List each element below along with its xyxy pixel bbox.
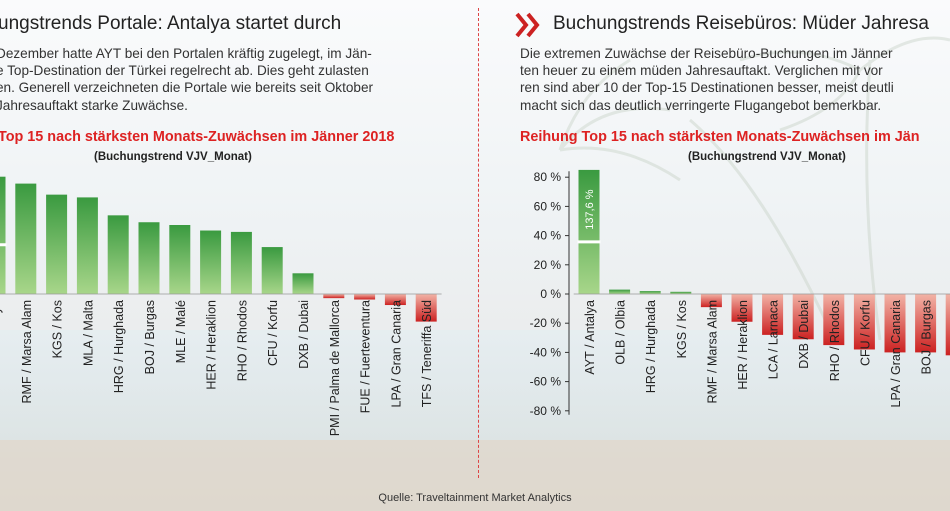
bar xyxy=(792,294,814,340)
x-category-label: CFU / Korfu xyxy=(266,300,280,366)
y-tick-label: 80 % xyxy=(534,170,562,184)
x-category-label: HER / Heraklion xyxy=(736,300,750,390)
x-category-label: RHO / Rhodos xyxy=(828,300,842,381)
panel-divider xyxy=(478,8,479,478)
x-category-label: AYT / Antalya xyxy=(0,300,3,375)
x-category-label: FUE / Fuerteventura xyxy=(359,300,373,413)
left-chart-subtitle: Top 15 nach stärksten Monats-Zuwächsen i… xyxy=(0,129,395,145)
bar xyxy=(823,294,845,346)
bar xyxy=(169,225,191,294)
right-title: Buchungstrends Reisebüros: Müder Jahresa xyxy=(553,13,929,34)
right-paragraph-line: macht sich das deutlich verringerte Flug… xyxy=(520,97,882,113)
bar xyxy=(915,294,937,353)
left-paragraph-line: en. Generell verzeichneten die Portale w… xyxy=(0,80,374,96)
x-category-label: HRG / Hurghada xyxy=(644,300,658,393)
x-category-label: CFU / Korfu xyxy=(858,300,872,366)
right-chart-note: (Buchungstrend VJV_Monat) xyxy=(688,151,846,163)
x-category-label: MLA / Malta xyxy=(81,300,95,366)
x-category-label: LPA / Gran Canaria xyxy=(889,300,903,408)
y-tick-label: -80 % xyxy=(530,404,562,418)
chevron-right-icon xyxy=(515,12,540,38)
right-paragraph: Die extremen Zuwächse der Reisebüro-Buch… xyxy=(520,45,950,114)
right-paragraph-line: Die extremen Zuwächse der Reisebüro-Buch… xyxy=(520,46,893,61)
y-tick-label: 60 % xyxy=(534,199,562,213)
x-category-label: TFS / Teneriffa Süd xyxy=(420,300,434,407)
bar xyxy=(578,169,600,294)
y-tick-label: 0 % xyxy=(540,287,561,301)
y-tick-label: -60 % xyxy=(530,375,562,389)
bar xyxy=(670,291,692,294)
left-paragraph-line: Jahresauftakt starke Zuwächse. xyxy=(0,97,188,113)
left-panel: ungstrends Portale: Antalya startet durc… xyxy=(0,0,470,511)
x-category-label: HRG / Hurghada xyxy=(112,300,126,393)
y-tick-label: -40 % xyxy=(530,345,562,359)
bar xyxy=(107,215,129,294)
x-category-label: DXB / Dubai xyxy=(297,300,311,369)
x-category-label: KGS / Kos xyxy=(675,300,689,358)
bar xyxy=(639,291,661,294)
right-paragraph-line: ren sind aber 10 der Top-15 Destinatione… xyxy=(520,80,894,96)
x-category-label: KGS / Kos xyxy=(51,300,65,358)
bar xyxy=(384,294,406,306)
source-note: Quelle: Traveltainment Market Analytics xyxy=(378,492,572,504)
right-panel: Buchungstrends Reisebüros: Müder Jahresa… xyxy=(486,0,950,511)
bar xyxy=(884,294,906,353)
bar xyxy=(76,197,98,294)
x-category-label: RHO / Rhodos xyxy=(235,300,249,381)
bar xyxy=(138,222,160,294)
bar xyxy=(46,194,68,294)
bar-value-label: 137,6 % xyxy=(584,189,596,230)
right-chart-subtitle: Reihung Top 15 nach stärksten Monats-Zuw… xyxy=(520,129,920,145)
x-category-label: OLB / Olbia xyxy=(614,300,628,365)
bar xyxy=(292,273,314,294)
bar xyxy=(0,176,6,294)
right-bar-chart: 80 % 60 % 40 % 20 % 0 % -20 % -40 % -60 % -80 % 1… xyxy=(530,169,950,418)
y-tick-label: 20 % xyxy=(534,258,562,272)
bar xyxy=(609,289,631,294)
bar xyxy=(945,294,950,356)
y-tick-label: 40 % xyxy=(534,229,562,243)
left-title: ungstrends Portale: Antalya startet durc… xyxy=(0,13,342,34)
x-category-label: HER / Heraklion xyxy=(205,300,219,390)
bar xyxy=(762,294,784,335)
bar xyxy=(700,294,722,308)
x-category-label: BOJ / Burgas xyxy=(920,300,934,374)
left-bar-chart: AYT / Antalya RMF / Marsa Alam KGS / Kos ML… xyxy=(0,176,442,436)
x-category-label: PMI / Palma de Mallorca xyxy=(328,300,342,436)
x-category-label: LCA / Larnaca xyxy=(767,300,781,379)
x-category-label: BOJ / Burgas xyxy=(143,300,157,374)
bar xyxy=(230,231,252,294)
x-category-label: LPA / Gran Canaria xyxy=(389,300,403,408)
right-paragraph-line: ten heuer zu einem müden Jahresauftakt. … xyxy=(520,63,883,79)
y-tick-label: -20 % xyxy=(530,316,562,330)
left-paragraph-line: Dezember hatte AYT bei den Portalen kräf… xyxy=(0,46,372,61)
bar xyxy=(261,247,283,294)
x-category-label: RMF / Marsa Alam xyxy=(705,300,719,404)
bar xyxy=(415,294,437,322)
left-paragraph: Dezember hatte AYT bei den Portalen kräf… xyxy=(0,45,466,114)
x-category-label: AYT / Antalya xyxy=(583,300,597,375)
bar xyxy=(15,183,37,294)
x-category-label: MLE / Malé xyxy=(174,300,188,363)
bar xyxy=(853,294,875,350)
bar xyxy=(731,294,753,322)
left-chart-note: (Buchungstrend VJV_Monat) xyxy=(94,151,252,163)
bar xyxy=(200,230,222,294)
x-category-label: RMF / Marsa Alam xyxy=(20,300,34,404)
x-category-label: DXB / Dubai xyxy=(797,300,811,369)
bar xyxy=(323,294,345,299)
bar xyxy=(354,294,376,300)
left-paragraph-line: e Top-Destination der Türkei regelrecht … xyxy=(0,63,369,79)
